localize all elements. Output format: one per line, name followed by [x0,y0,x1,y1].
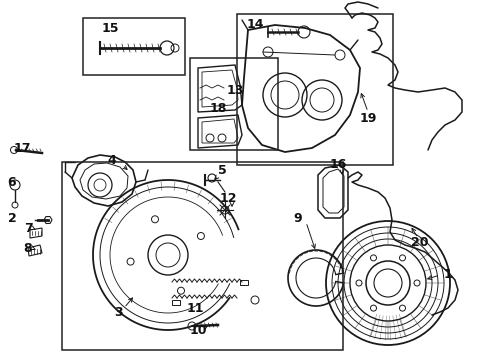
Bar [172,300,180,305]
Text: 18: 18 [209,102,227,114]
Text: 10: 10 [189,324,207,337]
Text: 17: 17 [13,141,31,154]
Text: 12: 12 [219,192,237,204]
Text: 2: 2 [8,211,16,225]
Text: 4: 4 [108,153,117,166]
Text: 13: 13 [226,84,244,96]
Bar [190,58,278,150]
Text: 1: 1 [443,269,452,282]
Text: 5: 5 [218,163,226,176]
Text: 20: 20 [411,235,429,248]
Bar [62,162,343,350]
Text: 11: 11 [186,302,204,315]
Text: 3: 3 [114,306,122,319]
Text: 7: 7 [24,221,32,234]
Text: 8: 8 [24,242,32,255]
Text: 9: 9 [294,211,302,225]
Bar [83,18,185,75]
Text: 6: 6 [8,176,16,189]
Text: 19: 19 [359,112,377,125]
Bar [240,280,248,285]
Text: 15: 15 [101,22,119,35]
Bar [237,14,393,165]
Text: 14: 14 [246,18,264,31]
Text: 16: 16 [329,158,347,171]
